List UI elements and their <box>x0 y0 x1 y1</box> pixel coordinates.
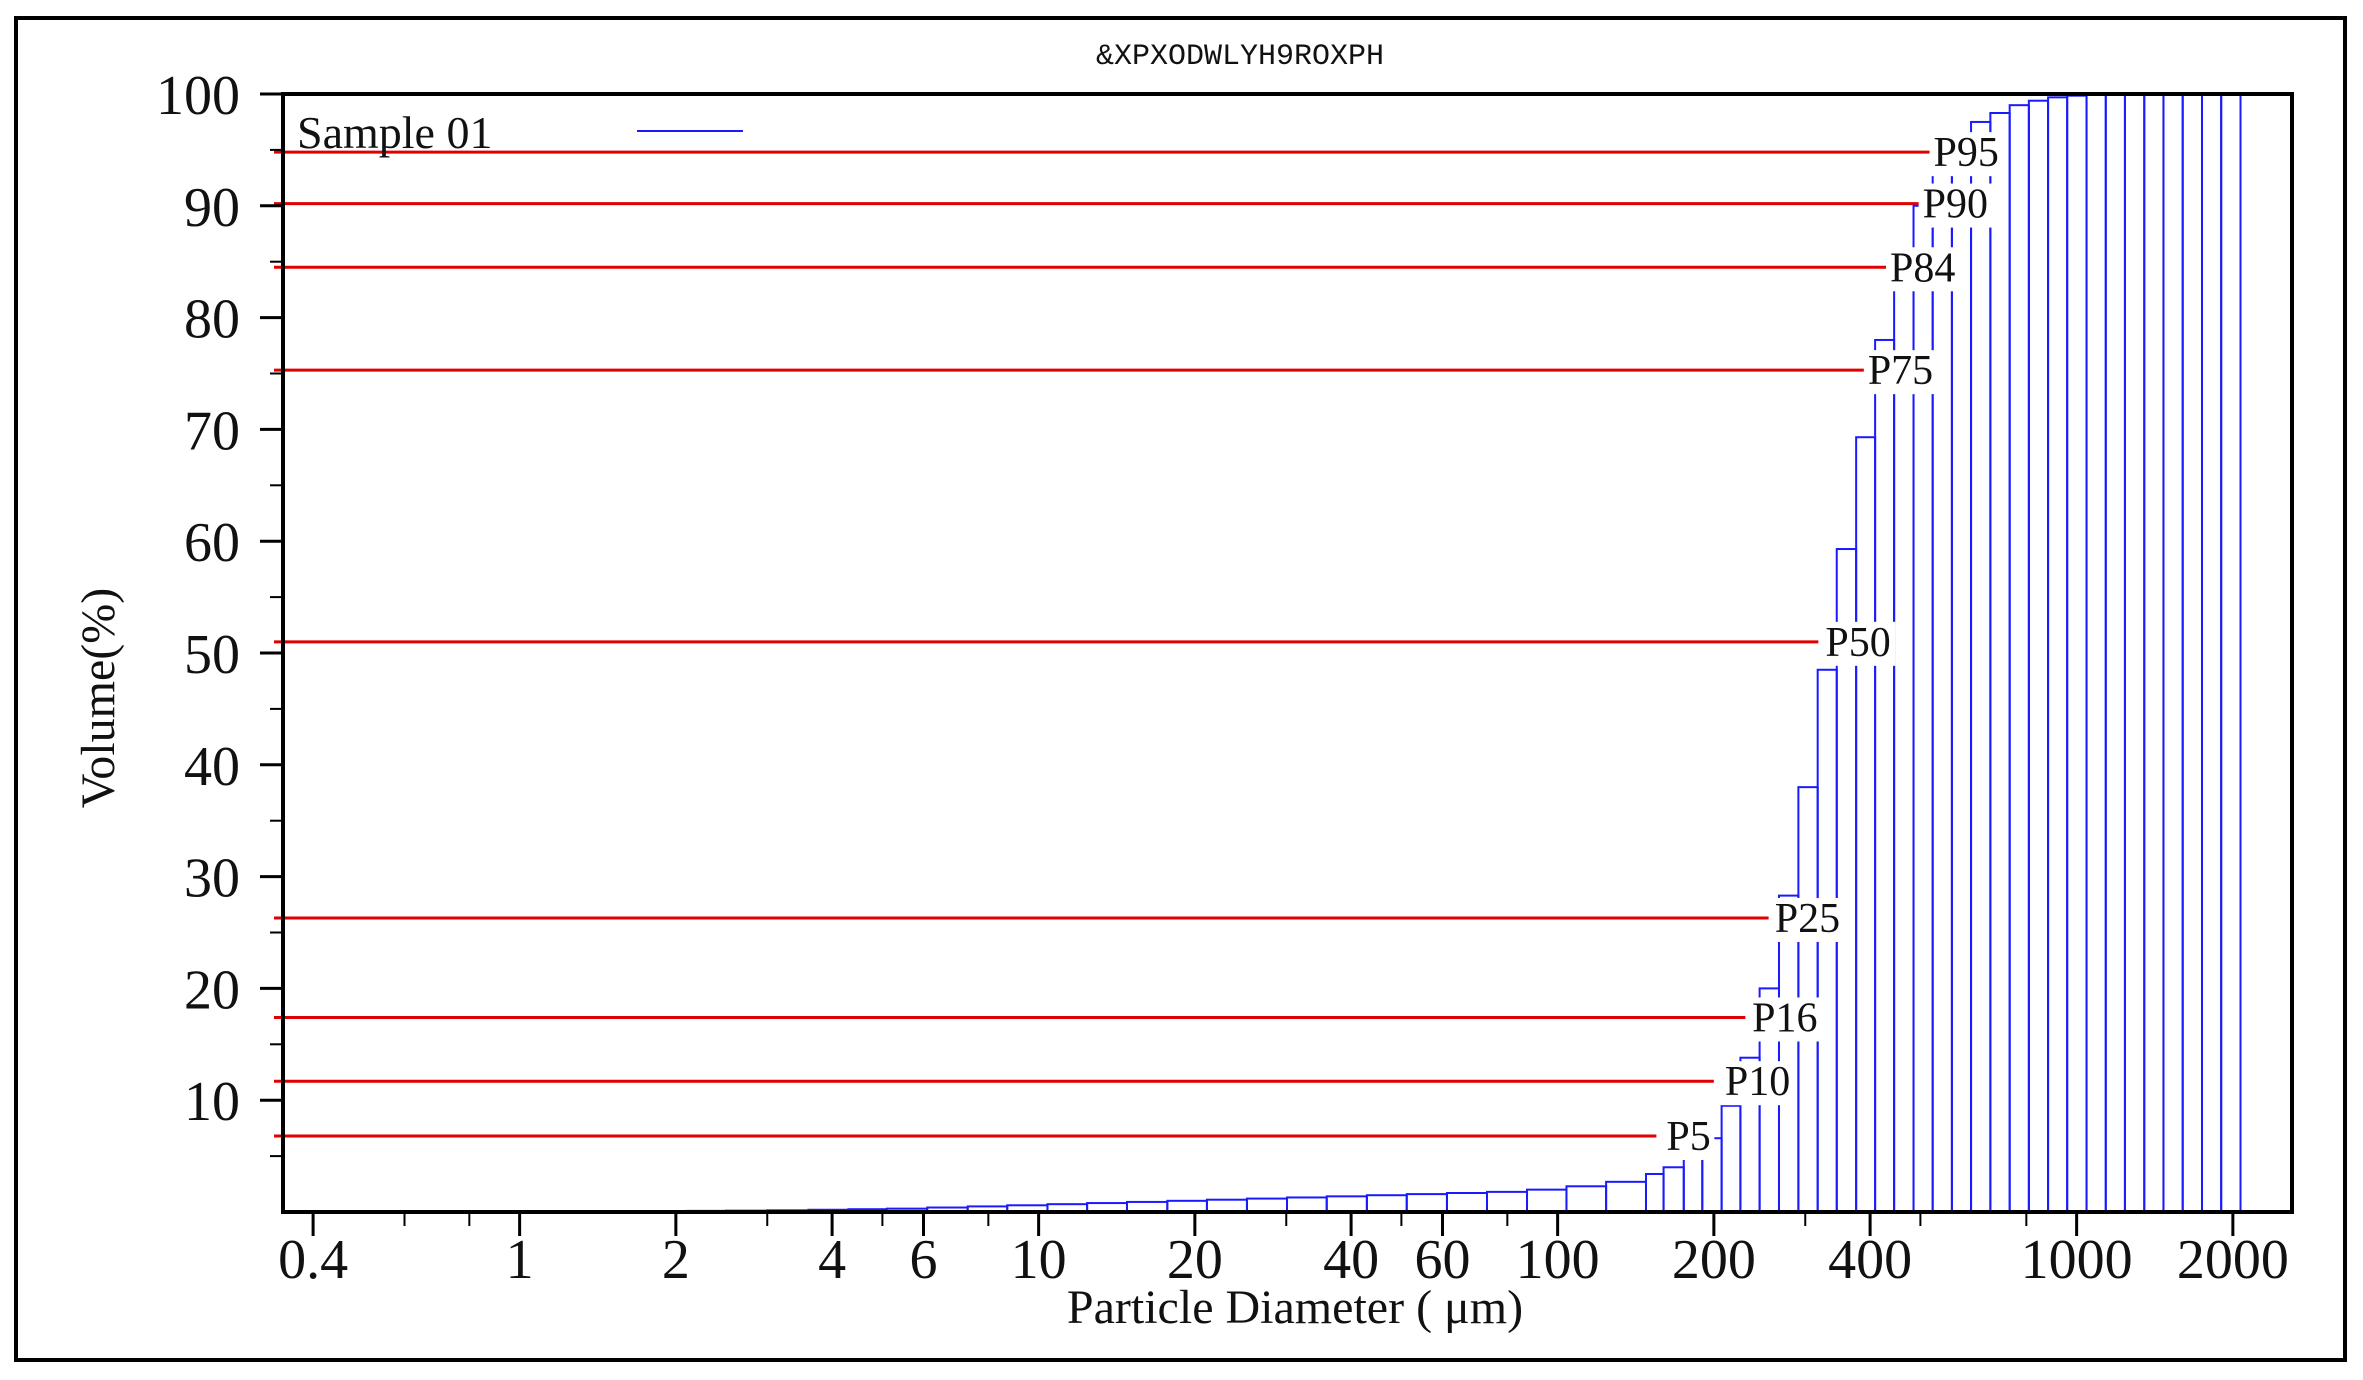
bar-0-24 <box>1486 1190 1529 1213</box>
y-tick-label-100: 100 <box>156 65 240 127</box>
percentile-label-p95: P95 <box>1934 130 1999 176</box>
percentile-label-p50: P50 <box>1825 620 1890 666</box>
chart-title-group: &XPXODWLYH9ROXPH <box>1096 40 1384 74</box>
chart-title: &XPXODWLYH9ROXPH <box>1096 40 1384 74</box>
y-tick-label-20: 20 <box>184 959 240 1021</box>
y-tick-label-30: 30 <box>184 848 240 910</box>
bar-0-30 <box>1682 1157 1704 1214</box>
axes: 10 20 30 40 50 60 70 80 90 100 0.4 1 2 4 6 10 20 40 60 100 2… <box>156 65 2294 1291</box>
bar-0-35 <box>1777 894 1800 1214</box>
bar-0-19 <box>1286 1196 1328 1213</box>
x-tick-label-1: 1 <box>506 1229 534 1291</box>
bar-0-58 <box>2220 93 2242 1213</box>
legend: Sample 01 <box>297 107 743 158</box>
bar-0-23 <box>1445 1191 1489 1214</box>
percentile-label-bg-p10 <box>1720 1061 1795 1106</box>
bar-0-29 <box>1662 1166 1685 1214</box>
x-tick-label-200: 200 <box>1672 1229 1756 1291</box>
y-tick-label-50: 50 <box>184 624 240 686</box>
bar-0-45 <box>1970 120 1992 1214</box>
bar-0-21 <box>1365 1194 1408 1213</box>
bar-0-43 <box>1931 165 1953 1213</box>
x-tick-label-100: 100 <box>1516 1229 1600 1291</box>
x-tick-label-4: 4 <box>818 1229 846 1291</box>
percentile-label-bg-p75 <box>1863 350 1938 395</box>
bar-0-50 <box>2066 94 2088 1213</box>
percentile-label-bg-p84 <box>1886 247 1961 292</box>
bar-0-57 <box>2200 93 2223 1213</box>
bar-0-40 <box>1874 338 1896 1213</box>
bar-0-48 <box>2027 99 2050 1213</box>
x-tick-label-6: 6 <box>909 1229 937 1291</box>
bar-0-25 <box>1526 1188 1568 1214</box>
bar-0-46 <box>1989 112 2011 1214</box>
bar-0-52 <box>2104 93 2126 1213</box>
percentile-label-bg-p90 <box>1918 183 1993 228</box>
y-axis-label: Volume(%) <box>72 588 125 808</box>
bar-0-27 <box>1605 1180 1647 1213</box>
percentile-label-p90: P90 <box>1923 182 1988 228</box>
bar-0-20 <box>1325 1195 1368 1214</box>
percentile-lines <box>274 150 1942 1138</box>
x-axis-label: Particle Diameter ( μm) <box>1067 1281 1523 1334</box>
y-tick-label-70: 70 <box>184 400 240 462</box>
bar-0-55 <box>2162 93 2184 1213</box>
y-tick-label-10: 10 <box>184 1071 240 1133</box>
x-tick-label-20: 20 <box>1167 1229 1223 1291</box>
bar-0-22 <box>1405 1193 1448 1214</box>
x-tick-label-1000: 1000 <box>2021 1229 2133 1291</box>
percentile-label-bg-p5 <box>1662 1115 1715 1160</box>
percentile-label-bg-p50 <box>1821 621 1896 666</box>
bar-0-32 <box>1720 1104 1742 1214</box>
percentile-label-p75: P75 <box>1868 348 1933 394</box>
bar-0-54 <box>2143 93 2165 1213</box>
x-tick-label-2000: 2000 <box>2177 1229 2289 1291</box>
percentile-label-p25: P25 <box>1775 896 1840 942</box>
legend-label: Sample 01 <box>297 107 492 158</box>
bar-0-18 <box>1245 1197 1289 1213</box>
x-tick-label-400: 400 <box>1828 1229 1912 1291</box>
bar-0-44 <box>1950 139 1973 1213</box>
x-tick-label-0.4: 0.4 <box>278 1229 348 1291</box>
percentile-label-p10: P10 <box>1725 1059 1790 1105</box>
bar-0-26 <box>1565 1185 1608 1214</box>
chart-frame <box>14 16 2347 1362</box>
percentile-label-p84: P84 <box>1890 245 1955 291</box>
y-tick-label-40: 40 <box>184 736 240 798</box>
percentile-label-p5: P5 <box>1666 1114 1710 1160</box>
percentile-label-bg-p95 <box>1929 132 2004 177</box>
bar-0-49 <box>2047 96 2069 1213</box>
x-tick-label-40: 40 <box>1323 1229 1379 1291</box>
bar-0-53 <box>2123 93 2146 1213</box>
bar-0-47 <box>2008 104 2030 1213</box>
bar-0-41 <box>1893 260 1915 1213</box>
x-tick-label-10: 10 <box>1011 1229 1067 1291</box>
y-tick-label-80: 80 <box>184 289 240 351</box>
y-tick-label-60: 60 <box>184 512 240 574</box>
percentile-label-bg-p16 <box>1748 997 1823 1042</box>
percentile-label-bg-p25 <box>1770 897 1845 942</box>
percentile-label-p16: P16 <box>1752 995 1817 1041</box>
x-tick-label-2: 2 <box>662 1229 690 1291</box>
bar-series <box>518 93 2242 1214</box>
y-tick-label-90: 90 <box>184 177 240 239</box>
bar-0-39 <box>1855 436 1877 1213</box>
bar-0-28 <box>1644 1172 1665 1214</box>
x-tick-label-60: 60 <box>1414 1229 1470 1291</box>
bar-0-51 <box>2085 93 2107 1214</box>
percentile-labels: P5 P10 P16 P25 P50 P75 P84 P90 P95 <box>1662 130 2004 1160</box>
bar-0-56 <box>2181 93 2203 1213</box>
